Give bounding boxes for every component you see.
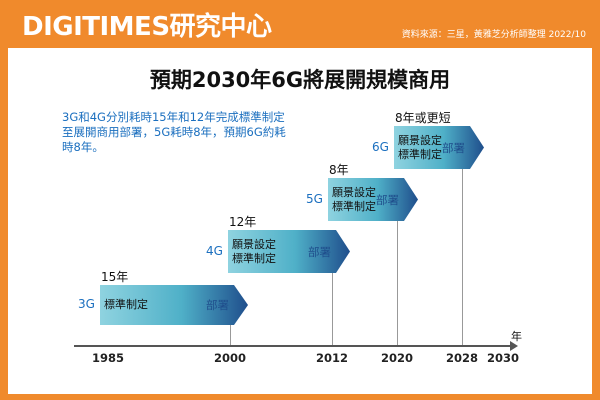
generation-bar-6g bbox=[394, 126, 484, 169]
phase-label: 願景設定 標準制定 bbox=[332, 185, 376, 213]
timeline-axis bbox=[74, 345, 514, 347]
generation-label: 3G bbox=[78, 297, 95, 311]
summary-note: 3G和4G分別耗時15年和12年完成標準制定至展開商用部署，5G耗時8年，預期6… bbox=[62, 110, 286, 154]
brand-logo: DIGITIMES研究中心 bbox=[22, 12, 272, 42]
content-panel bbox=[8, 48, 592, 394]
deploy-label: 部署 bbox=[376, 192, 399, 207]
axis-tick-label: 2030 bbox=[486, 351, 520, 365]
year-guide-line bbox=[397, 221, 398, 345]
year-guide-line bbox=[462, 169, 463, 345]
generation-bar-5g bbox=[328, 178, 418, 221]
duration-label: 8年或更短 bbox=[395, 111, 451, 125]
duration-label: 8年 bbox=[329, 163, 349, 177]
generation-label: 6G bbox=[372, 139, 389, 154]
phase-label: 標準制定 bbox=[104, 298, 148, 311]
phase-label: 願景設定 標準制定 bbox=[232, 237, 276, 265]
deploy-label: 部署 bbox=[308, 244, 331, 259]
generation-label: 5G bbox=[306, 191, 323, 206]
axis-tick-label: 2020 bbox=[380, 351, 414, 365]
source-note: 資料來源：三星，黃雅芝分析師整理 2022/10 bbox=[401, 30, 586, 40]
deploy-label: 部署 bbox=[206, 298, 229, 312]
deploy-label: 部署 bbox=[442, 140, 465, 155]
axis-arrow-icon bbox=[510, 341, 518, 351]
axis-tick-label: 2028 bbox=[445, 351, 479, 365]
year-guide-line bbox=[332, 273, 333, 345]
diagram-title: 預期2030年6G將展開規模商用 bbox=[149, 68, 451, 92]
duration-label: 12年 bbox=[229, 215, 257, 229]
generation-bar-3g bbox=[100, 285, 248, 325]
axis-unit-label: 年 bbox=[511, 330, 522, 343]
header: DIGITIMES研究中心 資料來源：三星，黃雅芝分析師整理 2022/10 bbox=[0, 0, 600, 48]
year-guide-line bbox=[230, 325, 231, 345]
phase-label: 願景設定 標準制定 bbox=[398, 133, 442, 161]
axis-tick-label: 2012 bbox=[315, 351, 349, 365]
duration-label: 15年 bbox=[101, 270, 129, 284]
generation-bar-4g bbox=[228, 230, 350, 273]
axis-tick-label: 1985 bbox=[91, 351, 125, 365]
generation-label: 4G bbox=[206, 243, 223, 258]
axis-tick-label: 2000 bbox=[213, 351, 247, 365]
